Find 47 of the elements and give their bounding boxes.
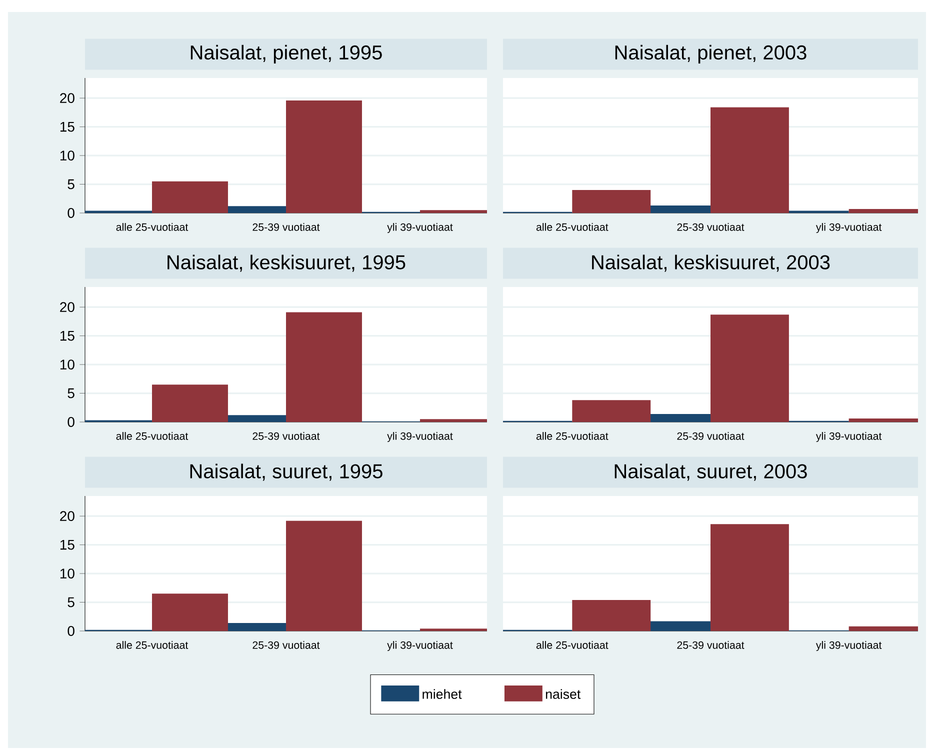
y-tick-label: 5 <box>68 597 74 608</box>
y-tick-label: 10 <box>60 568 74 579</box>
legend-label: naiset <box>546 689 581 699</box>
y-tick-label: 0 <box>68 626 74 636</box>
chart-title: Naisalat, pienet, 1995 <box>190 44 382 64</box>
y-tick-label: 0 <box>68 417 74 427</box>
x-tick-label: alle 25-vuotiaat <box>536 223 608 231</box>
legend-label: miehet <box>422 689 462 699</box>
x-tick-label: yli 39-vuotiaat <box>387 223 453 233</box>
y-tick-label: 5 <box>68 388 74 398</box>
x-tick-label: yli 39-vuotiaat <box>387 432 453 442</box>
y-tick-label: 10 <box>60 150 74 161</box>
x-tick-label: alle 25-vuotiaat <box>536 641 608 649</box>
y-tick-label: 20 <box>60 93 74 104</box>
x-tick-label: alle 25-vuotiaat <box>116 432 188 440</box>
x-tick-label: 25-39 vuotiaat <box>677 223 744 231</box>
x-tick-label: 25-39 vuotiaat <box>252 223 320 231</box>
bar <box>572 400 651 422</box>
bar <box>152 384 228 422</box>
x-tick-label: alle 25-vuotiaat <box>116 641 188 649</box>
y-tick-label: 20 <box>60 302 74 312</box>
x-tick-label: yli 39-vuotiaat <box>816 641 882 651</box>
x-tick-label: yli 39-vuotiaat <box>816 223 882 233</box>
x-tick-label: 25-39 vuotiaat <box>677 641 744 649</box>
bar <box>152 181 228 213</box>
chart-title: Naisalat, suuret, 2003 <box>614 464 807 481</box>
bar <box>152 594 228 631</box>
y-tick-label: 10 <box>60 360 74 370</box>
x-tick-label: yli 39-vuotiaat <box>387 641 453 651</box>
bar <box>572 190 651 213</box>
y-tick-label: 5 <box>68 179 74 190</box>
y-tick-label: 15 <box>60 540 74 550</box>
chart-title: Naisalat, pienet, 2003 <box>615 44 806 64</box>
y-tick-label: 15 <box>60 122 74 132</box>
x-tick-label: 25-39 vuotiaat <box>677 432 744 440</box>
chart-title: Naisalat, keskisuuret, 2003 <box>592 254 830 272</box>
x-tick-label: alle 25-vuotiaat <box>536 432 608 440</box>
x-tick-label: 25-39 vuotiaat <box>252 641 320 649</box>
bar <box>572 600 651 631</box>
x-tick-label: alle 25-vuotiaat <box>116 223 188 231</box>
chart-title: Naisalat, keskisuuret, 1995 <box>168 254 406 272</box>
y-tick-label: 15 <box>60 330 74 341</box>
y-tick-label: 20 <box>60 511 74 522</box>
y-tick-label: 0 <box>68 208 74 218</box>
x-tick-label: 25-39 vuotiaat <box>252 432 320 440</box>
x-tick-label: yli 39-vuotiaat <box>816 432 882 442</box>
chart-title: Naisalat, suuret, 1995 <box>190 464 382 481</box>
